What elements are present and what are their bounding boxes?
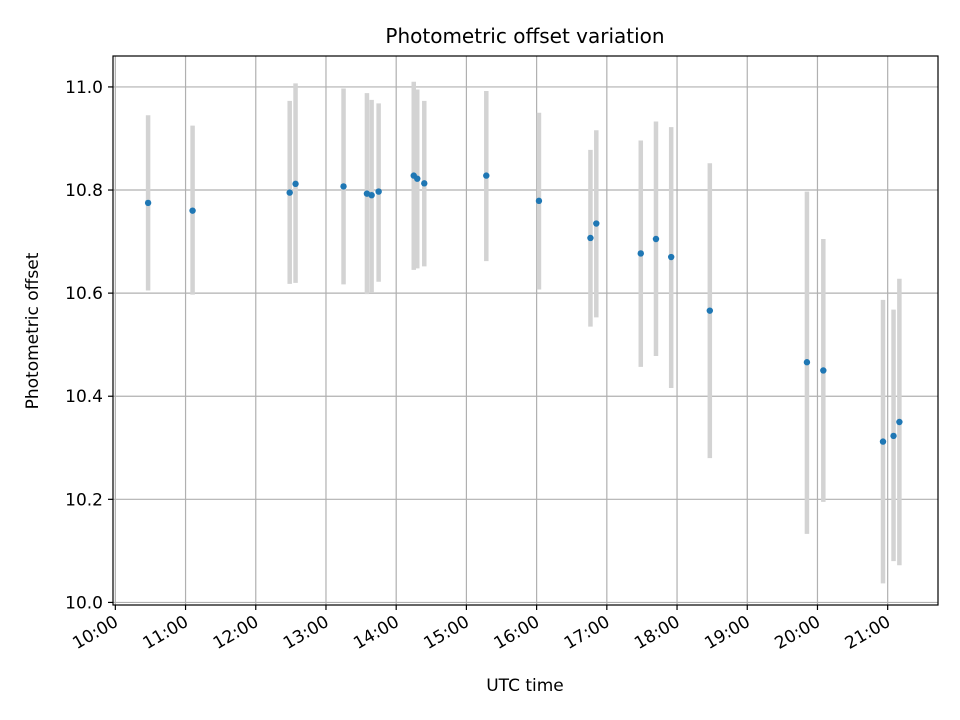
x-tick-label: 14:00 [350,612,402,654]
data-point [368,191,375,199]
data-point [483,172,490,179]
x-tick-label: 16:00 [491,612,543,654]
data-point [286,189,293,196]
axis-ticks: 10:00 11:00 12:00 13:00 14:00 15:00 16:00 17:00… [65,78,894,654]
x-tick-label: 18:00 [631,612,683,654]
data-point [652,235,660,243]
y-axis-label: Photometric offset [23,252,43,409]
grid [113,56,938,605]
x-tick-label: 13:00 [280,612,332,654]
data-point [340,183,347,190]
data-point [375,188,382,195]
y-tick-label: 10.8 [65,181,103,201]
data-point [637,250,644,257]
plot-frame [112,55,939,606]
y-tick-label: 10.0 [65,593,103,613]
data-point [535,197,543,205]
data-point [414,175,421,182]
x-tick-label: 12:00 [210,612,262,654]
data-point [421,180,428,187]
data-point [593,220,600,227]
data-point [667,253,675,261]
data-point [879,438,887,445]
data-points [144,172,903,445]
x-tick-label: 19:00 [701,612,753,654]
y-tick-label: 10.6 [65,284,103,304]
y-tick-label: 10.2 [65,490,103,510]
data-point [890,432,897,440]
x-tick-label: 21:00 [842,612,894,654]
error-bars [145,81,902,584]
data-point [820,367,827,374]
chart-title: Photometric offset variation [385,24,664,48]
data-point [803,359,811,366]
x-tick-label: 11:00 [140,612,192,654]
x-tick-label: 10:00 [69,612,121,654]
data-point [587,234,594,242]
x-tick-label: 17:00 [561,612,613,654]
y-tick-label: 11.0 [65,78,103,98]
data-point [292,180,299,188]
data-point [896,418,903,426]
data-point [144,199,152,207]
x-axis-label: UTC time [486,676,564,696]
data-point [189,207,196,214]
data-point [706,307,714,314]
y-tick-label: 10.4 [65,387,103,407]
x-tick-label: 20:00 [772,612,824,654]
x-tick-label: 15:00 [420,612,472,654]
